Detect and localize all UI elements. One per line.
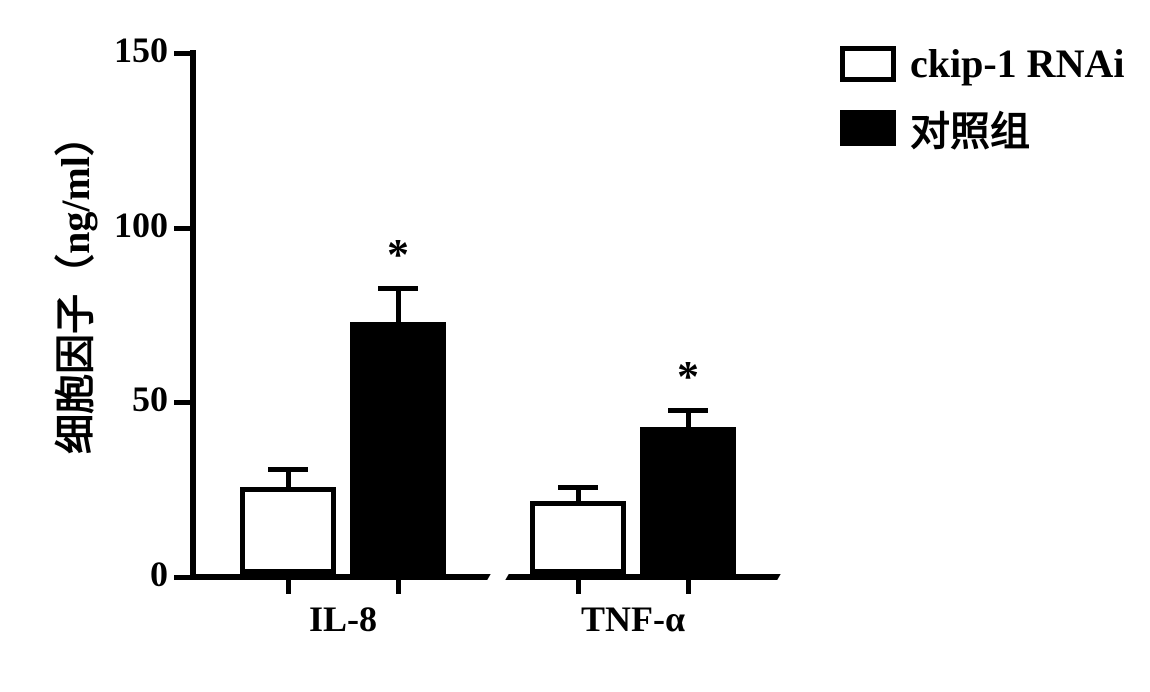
- error-bar-cap: [558, 485, 598, 490]
- y-tick-label: 100: [114, 204, 168, 246]
- chart-container: ** 050100150 细胞因子（ng/ml） IL-8TNF-α ckip-…: [40, 20, 1100, 670]
- bar: [350, 322, 446, 574]
- legend-swatch-filled-icon: [840, 110, 896, 146]
- y-tick: [174, 226, 190, 231]
- y-tick: [174, 51, 190, 56]
- significance-marker: *: [387, 229, 409, 280]
- y-tick: [174, 400, 190, 405]
- legend-item-control: 对照组: [840, 99, 1124, 157]
- error-bar-cap: [668, 408, 708, 413]
- axis-break-icon: [776, 572, 800, 582]
- significance-marker: *: [677, 351, 699, 402]
- error-bar-cap: [378, 286, 418, 291]
- plot-area: **: [190, 50, 790, 580]
- error-bar-stem: [396, 288, 401, 323]
- x-tick: [286, 580, 291, 594]
- x-category-label: TNF-α: [581, 598, 685, 640]
- y-tick-label: 0: [150, 553, 168, 595]
- legend-label: ckip-1 RNAi: [910, 40, 1124, 87]
- x-tick: [686, 580, 691, 594]
- y-axis-line: [190, 50, 196, 580]
- x-tick: [396, 580, 401, 594]
- legend-item-ckip-1-rnai: ckip-1 RNAi: [840, 40, 1124, 87]
- legend-swatch-open-icon: [840, 46, 896, 82]
- bar: [240, 487, 336, 574]
- bar: [640, 427, 736, 574]
- y-tick: [174, 575, 190, 580]
- legend-label: 对照组: [910, 99, 1030, 157]
- x-category-label: IL-8: [309, 598, 377, 640]
- y-tick-label: 150: [114, 29, 168, 71]
- axis-break-icon: [486, 572, 510, 582]
- error-bar-cap: [268, 467, 308, 472]
- bar: [530, 501, 626, 574]
- x-tick: [576, 580, 581, 594]
- legend: ckip-1 RNAi 对照组: [840, 40, 1124, 169]
- y-axis-label: 细胞因子（ng/ml）: [43, 116, 101, 454]
- y-tick-label: 50: [132, 378, 168, 420]
